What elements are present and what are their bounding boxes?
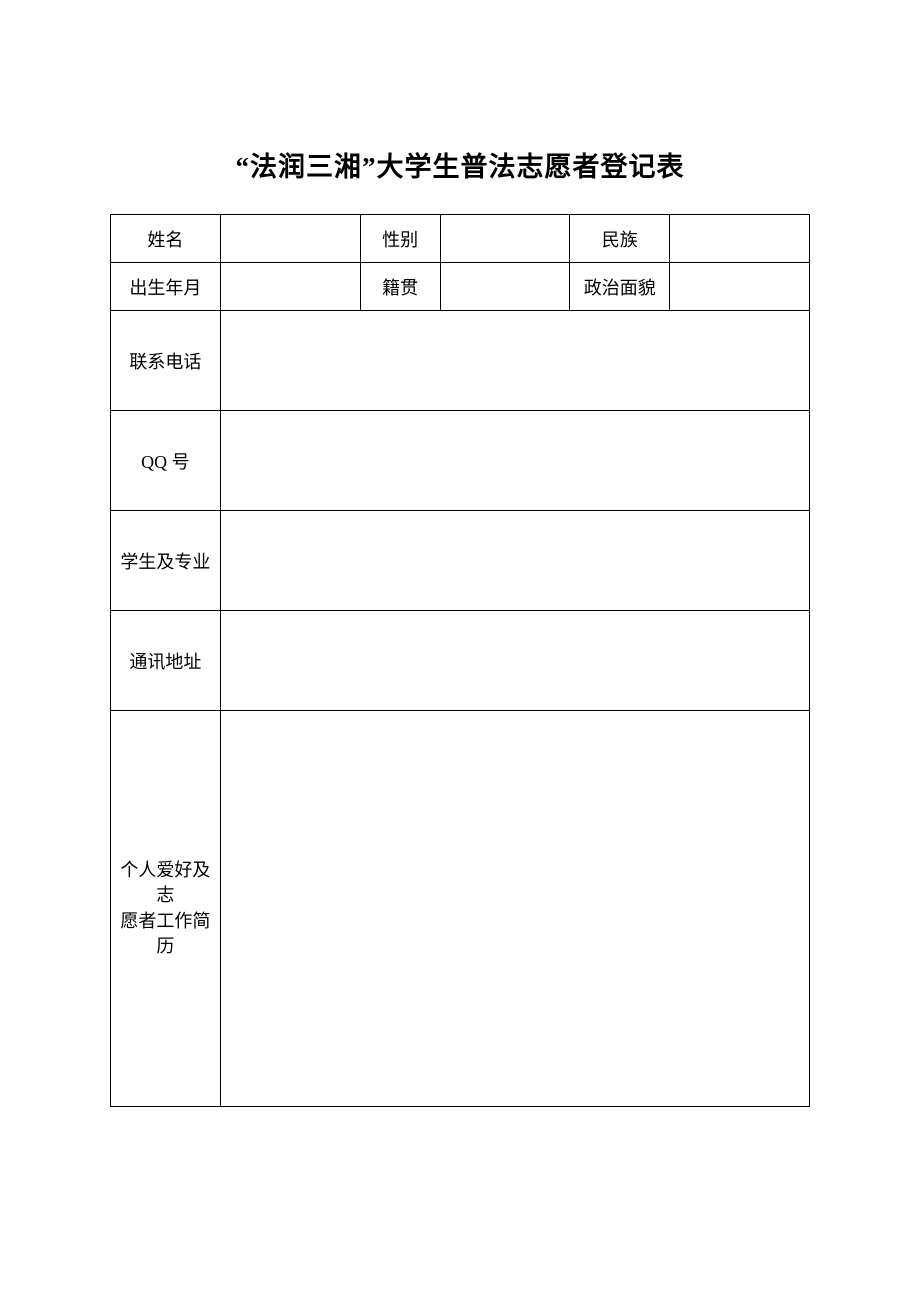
label-political: 政治面貌	[570, 263, 670, 311]
value-political	[670, 263, 810, 311]
label-major: 学生及专业	[111, 511, 221, 611]
label-name: 姓名	[111, 215, 221, 263]
table-row: 出生年月 籍贯 政治面貌	[111, 263, 810, 311]
label-origin: 籍贯	[360, 263, 440, 311]
value-major	[220, 511, 809, 611]
value-address	[220, 611, 809, 711]
registration-form-table: 姓名 性别 民族 出生年月 籍贯 政治面貌 联系电话 QQ 号 学生及专业	[110, 214, 810, 1107]
value-origin	[440, 263, 570, 311]
value-gender	[440, 215, 570, 263]
document-title: “法润三湘”大学生普法志愿者登记表	[110, 145, 810, 184]
label-ethnicity: 民族	[570, 215, 670, 263]
label-address: 通讯地址	[111, 611, 221, 711]
table-row: 学生及专业	[111, 511, 810, 611]
table-row: 姓名 性别 民族	[111, 215, 810, 263]
table-row: 个人爱好及志 愿者工作简历	[111, 711, 810, 1107]
table-row: 联系电话	[111, 311, 810, 411]
value-ethnicity	[670, 215, 810, 263]
value-qq	[220, 411, 809, 511]
label-hobby-line2: 愿者工作简历	[120, 911, 210, 956]
document-page: “法润三湘”大学生普法志愿者登记表 姓名 性别 民族 出生年月 籍贯 政治面貌 …	[0, 0, 920, 1107]
label-qq: QQ 号	[111, 411, 221, 511]
value-name	[220, 215, 360, 263]
table-row: QQ 号	[111, 411, 810, 511]
value-hobby-resume	[220, 711, 809, 1107]
value-phone	[220, 311, 809, 411]
label-birth: 出生年月	[111, 263, 221, 311]
label-hobby-resume: 个人爱好及志 愿者工作简历	[111, 711, 221, 1107]
label-phone: 联系电话	[111, 311, 221, 411]
label-gender: 性别	[360, 215, 440, 263]
value-birth	[220, 263, 360, 311]
label-hobby-line1: 个人爱好及志	[120, 860, 210, 905]
table-row: 通讯地址	[111, 611, 810, 711]
